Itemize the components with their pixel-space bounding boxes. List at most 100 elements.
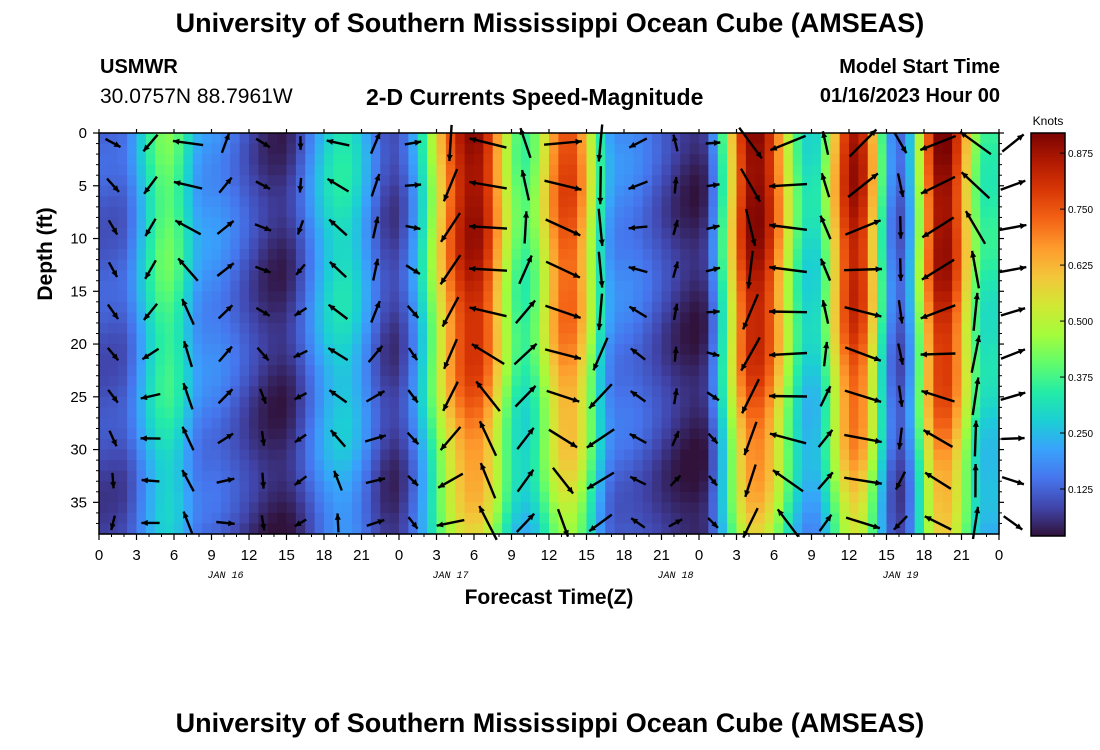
heatmap-cell xyxy=(258,270,269,282)
heatmap-cell xyxy=(980,280,991,292)
heatmap-cell xyxy=(445,407,456,419)
heatmap-cell xyxy=(961,344,972,356)
heatmap-cell xyxy=(830,164,841,176)
heatmap-cell xyxy=(595,460,606,472)
heatmap-cell xyxy=(427,386,438,398)
heatmap-cell xyxy=(277,185,288,197)
heatmap-cell xyxy=(164,354,175,366)
heatmap-cell xyxy=(699,470,709,482)
heatmap-cell xyxy=(174,470,184,482)
heatmap-cell xyxy=(539,227,550,240)
x-tick-label: 6 xyxy=(770,547,778,564)
heatmap-cell xyxy=(783,365,794,377)
heatmap-cell xyxy=(858,365,869,377)
heatmap-cell xyxy=(380,227,391,240)
heatmap-cell xyxy=(502,354,513,366)
heatmap-cell xyxy=(417,512,428,525)
heatmap-cell xyxy=(202,344,213,356)
heatmap-cell xyxy=(267,175,278,187)
heatmap-cell xyxy=(595,365,606,377)
heatmap-cell xyxy=(502,460,513,472)
heatmap-cell xyxy=(699,154,709,166)
heatmap-cell xyxy=(230,322,241,335)
current-vector xyxy=(921,216,955,239)
heatmap-cell xyxy=(361,502,372,514)
heatmap-cell xyxy=(380,344,391,356)
heatmap-cell xyxy=(202,460,213,472)
heatmap-cell xyxy=(352,344,363,356)
current-vector xyxy=(893,132,908,154)
heatmap-cell xyxy=(502,333,513,345)
heatmap-cell xyxy=(783,396,794,408)
heatmap-cell xyxy=(211,470,222,482)
heatmap-cell xyxy=(352,512,363,525)
current-vector xyxy=(366,518,385,527)
heatmap-cell xyxy=(877,259,888,271)
heatmap-cell xyxy=(267,154,278,166)
heatmap-cell xyxy=(249,470,259,482)
heatmap-cell xyxy=(342,133,353,145)
heatmap-cell xyxy=(633,417,644,430)
current-vector xyxy=(772,469,804,493)
heatmap-cell xyxy=(633,322,644,335)
current-vector xyxy=(140,435,161,442)
heatmap-cell xyxy=(933,428,944,440)
heatmap-cell xyxy=(736,249,747,261)
current-vector xyxy=(705,139,721,146)
heatmap-cell xyxy=(230,238,241,250)
heatmap-cell xyxy=(427,280,438,292)
heatmap-cell xyxy=(530,217,541,229)
heatmap-cell xyxy=(802,417,813,430)
heatmap-cell xyxy=(436,375,447,387)
heatmap-cell xyxy=(595,481,606,493)
heatmap-cell xyxy=(989,301,1000,313)
heatmap-cell xyxy=(183,217,194,229)
heatmap-cell xyxy=(342,470,353,482)
heatmap-cell xyxy=(408,196,419,208)
heatmap-cell xyxy=(333,249,344,261)
heatmap-cell xyxy=(811,365,822,377)
heatmap-cell xyxy=(905,133,916,145)
current-vector xyxy=(107,219,119,236)
heatmap-cell xyxy=(314,312,325,324)
heatmap-cell xyxy=(127,143,138,155)
y-tick: 30 xyxy=(70,442,1004,459)
heatmap-cell xyxy=(605,301,616,313)
heatmap-cell xyxy=(305,312,316,324)
heatmap-cell xyxy=(333,386,344,398)
current-vector xyxy=(442,168,459,202)
heatmap-cell xyxy=(802,449,813,461)
heatmap-cell xyxy=(839,154,850,166)
heatmap-cell xyxy=(755,249,766,261)
heatmap-cell xyxy=(717,270,728,282)
heatmap-cell xyxy=(567,249,578,261)
heatmap-cell xyxy=(117,491,128,503)
heatmap-cell xyxy=(614,322,625,335)
heatmap-cell xyxy=(689,523,700,535)
heatmap-cell xyxy=(511,270,522,282)
heatmap-cell xyxy=(736,428,747,440)
heatmap-cell xyxy=(624,481,634,493)
heatmap-cell xyxy=(211,143,222,155)
heatmap-cell xyxy=(408,301,419,313)
heatmap-cell xyxy=(895,375,906,387)
heatmap-cell xyxy=(595,449,606,461)
heatmap-cell xyxy=(849,217,859,229)
heatmap-cell xyxy=(839,523,850,535)
heatmap-cell xyxy=(492,270,503,282)
heatmap-cell xyxy=(427,270,438,282)
heatmap-cell xyxy=(933,491,944,503)
heatmap-cell xyxy=(445,280,456,292)
heatmap-cell xyxy=(220,407,231,419)
heatmap-cell xyxy=(886,249,897,261)
heatmap-cell xyxy=(511,291,522,303)
heatmap-cell xyxy=(708,196,719,208)
heatmap-cell xyxy=(914,164,925,176)
heatmap-cell xyxy=(802,322,813,335)
heatmap-cell xyxy=(642,227,653,240)
heatmap-cell xyxy=(230,491,241,503)
x-tick: 3 xyxy=(132,129,141,564)
heatmap-cell xyxy=(689,154,700,166)
current-vector xyxy=(630,347,646,361)
heatmap-cell xyxy=(595,523,606,535)
